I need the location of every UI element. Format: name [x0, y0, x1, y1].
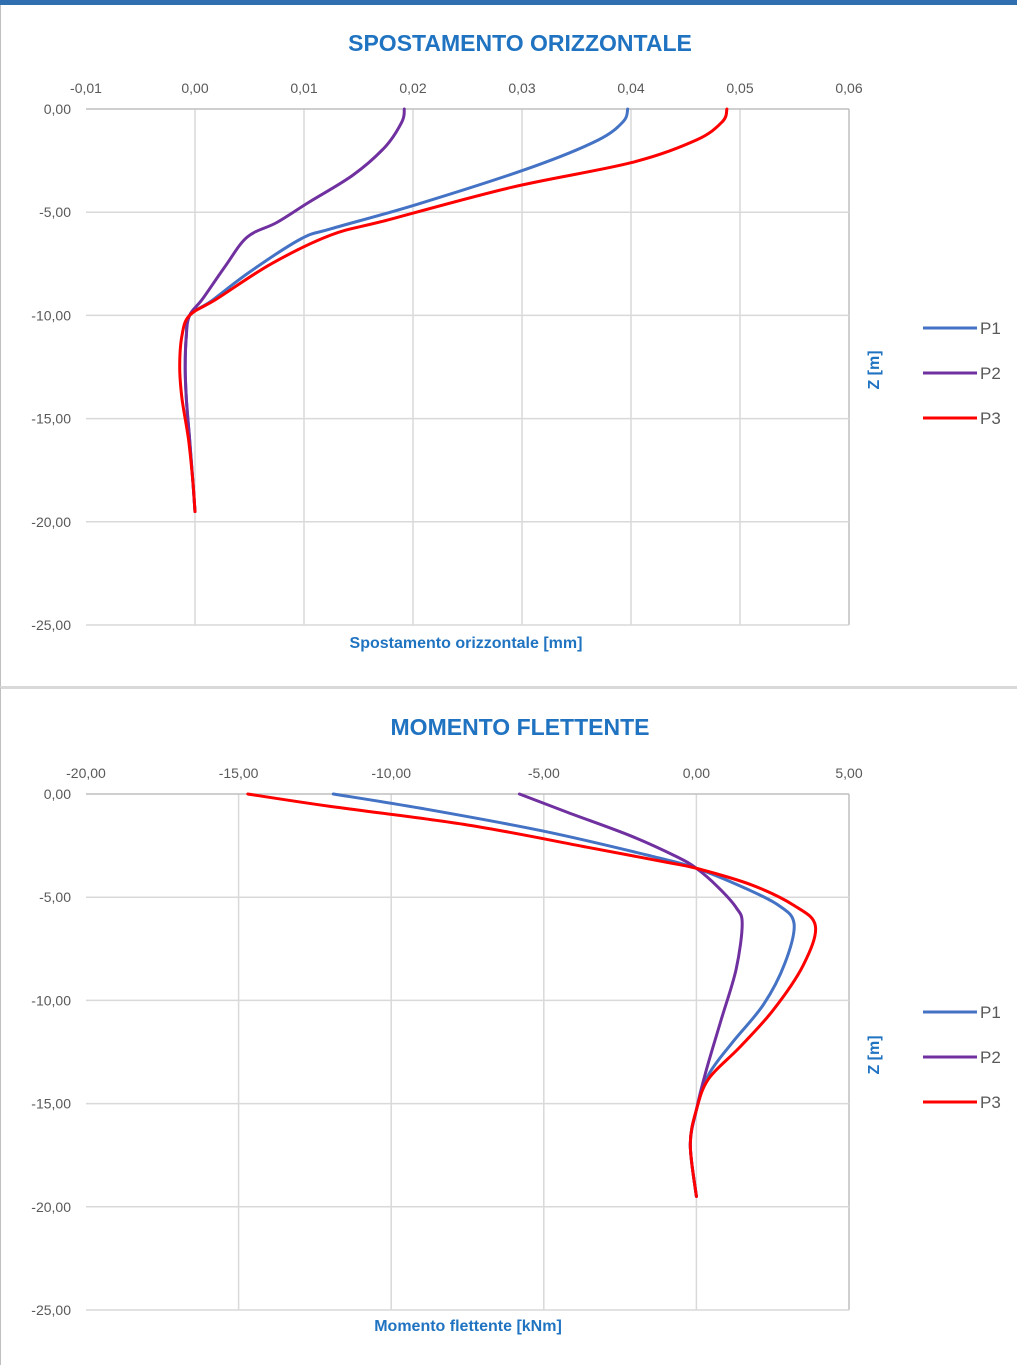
vertical-gridlines — [237, 794, 850, 1310]
x-tick-label: 0,00 — [683, 765, 710, 781]
y-tick-label: 0,00 — [44, 101, 71, 117]
x-axis-title: Spostamento orizzontale [mm] — [350, 635, 583, 652]
series-line-p3 — [246, 792, 818, 1198]
legend-label-p2: P2 — [980, 1048, 1001, 1067]
y-tick-label: -20,00 — [31, 514, 71, 530]
x-tick-label: 0,02 — [399, 80, 426, 96]
series-line-p2 — [183, 107, 406, 513]
y-tick-label: -15,00 — [31, 411, 71, 427]
y-tick-labels: 0,00 -5,00 -10,00 -15,00 -20,00 -25,00 — [31, 101, 71, 633]
y-tick-label: -25,00 — [31, 1302, 71, 1318]
chart-title: MOMENTO FLETTENTE — [391, 714, 650, 740]
y-tick-label: -25,00 — [31, 617, 71, 633]
moment-chart: MOMENTO FLETTENTE -20,00 -15,00 -10,00 -5,0… — [31, 714, 1001, 1335]
x-tick-label: 0,03 — [508, 80, 535, 96]
x-tick-label: 0,01 — [290, 80, 317, 96]
x-tick-label: -15,00 — [219, 765, 259, 781]
series-lines — [178, 107, 729, 513]
top-window-border — [0, 0, 1017, 5]
series-line-p1 — [331, 792, 796, 1198]
legend-label-p3: P3 — [980, 1093, 1001, 1112]
y-axis-title: Z [m] — [866, 1035, 883, 1074]
x-tick-label: 0,04 — [617, 80, 644, 96]
y-tick-label: 0,00 — [44, 786, 71, 802]
legend-label-p1: P1 — [980, 1003, 1001, 1022]
x-tick-label: -5,00 — [528, 765, 560, 781]
chart-title: SPOSTAMENTO ORIZZONTALE — [348, 30, 692, 56]
horizontal-gridlines — [86, 108, 849, 626]
y-tick-label: -5,00 — [39, 204, 71, 220]
legend-label-p3: P3 — [980, 409, 1001, 428]
y-tick-label: -20,00 — [31, 1199, 71, 1215]
displacement-chart: SPOSTAMENTO ORIZZONTALE -0,01 0,00 0,01 0,0… — [31, 30, 1001, 652]
legend-label-p2: P2 — [980, 364, 1001, 383]
horizontal-gridlines — [86, 793, 849, 1311]
x-tick-label: 0,00 — [181, 80, 208, 96]
y-tick-label: -15,00 — [31, 1096, 71, 1112]
x-tick-label: -0,01 — [70, 80, 102, 96]
x-tick-label: 0,06 — [835, 80, 862, 96]
legend-label-p1: P1 — [980, 319, 1001, 338]
y-tick-label: -10,00 — [31, 992, 71, 1008]
series-line-p3 — [178, 107, 729, 513]
chart-panel-moment: MOMENTO FLETTENTE -20,00 -15,00 -10,00 -5,0… — [0, 686, 1017, 1365]
y-tick-labels: 0,00 -5,00 -10,00 -15,00 -20,00 -25,00 — [31, 786, 71, 1318]
vertical-gridlines — [194, 109, 850, 625]
y-axis-title: Z [m] — [866, 350, 883, 389]
x-tick-labels: -0,01 0,00 0,01 0,02 0,03 0,04 0,05 0,06 — [70, 80, 863, 96]
x-tick-label: 0,05 — [726, 80, 753, 96]
x-tick-label: -10,00 — [371, 765, 411, 781]
x-tick-label: -20,00 — [66, 765, 106, 781]
series-lines — [246, 792, 818, 1198]
series-line-p1 — [183, 107, 630, 513]
x-tick-labels: -20,00 -15,00 -10,00 -5,00 0,00 5,00 — [66, 765, 863, 781]
y-tick-label: -5,00 — [39, 889, 71, 905]
y-tick-label: -10,00 — [31, 307, 71, 323]
legend: P1 P2 P3 — [923, 1003, 1001, 1112]
legend: P1 P2 P3 — [923, 319, 1001, 428]
chart-panel-displacement: SPOSTAMENTO ORIZZONTALE -0,01 0,00 0,01 0,0… — [0, 5, 1017, 686]
x-axis-title: Momento flettente [kNm] — [374, 1318, 562, 1335]
x-tick-label: 5,00 — [835, 765, 862, 781]
